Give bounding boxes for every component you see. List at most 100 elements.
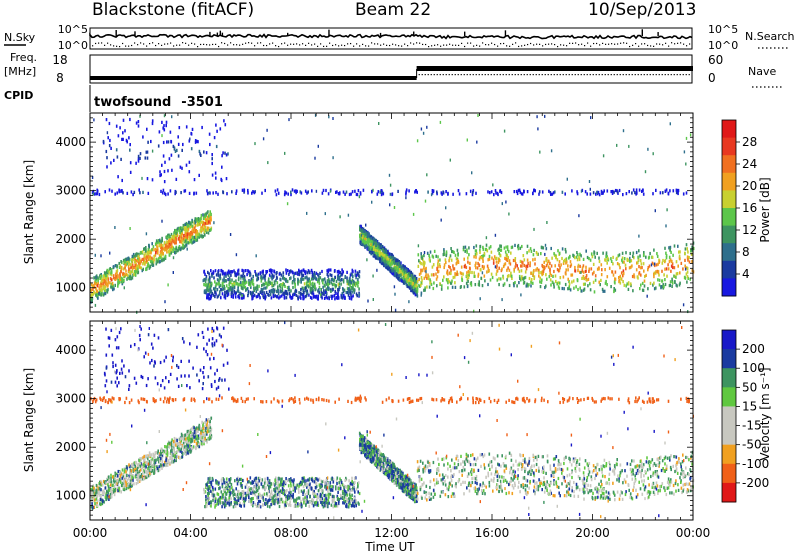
data-point (469, 282, 472, 286)
data-point (315, 276, 317, 281)
data-point (119, 272, 121, 276)
data-point (385, 254, 388, 258)
data-point (359, 228, 361, 232)
n-search-point (155, 44, 157, 47)
data-point (273, 290, 275, 294)
nave-point (430, 74, 432, 76)
data-point (443, 248, 445, 252)
noise-point (536, 115, 538, 119)
data-point (203, 228, 205, 232)
data-point (489, 191, 491, 195)
data-point (214, 269, 217, 273)
data-point (274, 294, 276, 298)
data-point (346, 270, 348, 274)
data-point (557, 249, 559, 253)
data-point (467, 260, 469, 264)
data-point (157, 257, 160, 261)
noise-point (109, 251, 111, 255)
data-point (561, 256, 563, 261)
data-point (136, 472, 138, 476)
data-point (377, 190, 380, 194)
data-point (177, 154, 180, 158)
data-point (226, 290, 228, 294)
n-search-point (131, 44, 133, 47)
data-point (212, 272, 214, 276)
data-point (204, 233, 206, 237)
data-point (493, 255, 496, 259)
data-point (287, 192, 289, 196)
n-search-point (362, 43, 364, 45)
data-point (652, 192, 654, 196)
data-point (443, 265, 445, 270)
data-point (92, 287, 94, 292)
data-point (405, 273, 408, 277)
data-point (662, 258, 664, 263)
n-search-point (536, 43, 538, 45)
n-search-point (257, 42, 259, 44)
data-point (658, 258, 660, 262)
noise-point (241, 294, 243, 298)
data-point (260, 275, 263, 279)
data-point (376, 192, 379, 196)
data-point (571, 189, 573, 193)
data-point (129, 479, 131, 483)
data-point (568, 285, 570, 289)
data-point (269, 280, 271, 284)
nave-point (520, 74, 522, 76)
data-point (306, 283, 308, 287)
noise-point (366, 258, 368, 262)
data-point (479, 248, 481, 252)
data-point (128, 267, 130, 271)
data-point (311, 287, 314, 291)
data-point (148, 257, 150, 261)
data-point (250, 285, 252, 289)
data-point (176, 233, 178, 237)
n-search-point (383, 43, 385, 45)
data-point (445, 252, 448, 256)
data-point (209, 210, 211, 214)
data-point (427, 190, 429, 194)
noise-point (186, 247, 188, 251)
data-point (487, 190, 489, 194)
data-point (423, 288, 425, 292)
data-point (358, 275, 361, 279)
data-point (348, 295, 351, 300)
data-point (337, 289, 339, 293)
data-point (211, 173, 214, 177)
data-point (521, 260, 523, 264)
data-point (486, 249, 489, 253)
data-point (644, 274, 646, 279)
data-point (95, 502, 97, 506)
data-point (175, 250, 177, 254)
data-point (495, 256, 498, 260)
data-point (665, 256, 668, 260)
data-point (307, 190, 309, 194)
data-point (263, 282, 266, 286)
data-point (466, 248, 468, 252)
data-point (367, 233, 370, 237)
data-point (131, 258, 133, 262)
data-point (239, 283, 241, 287)
data-point (561, 247, 564, 251)
n-search-point (569, 42, 571, 44)
data-point (581, 269, 583, 273)
data-point (640, 273, 642, 277)
n-search-point (344, 44, 346, 47)
n-search-point (629, 45, 631, 48)
data-point (601, 268, 603, 272)
data-point (533, 275, 536, 279)
n-search-point (371, 42, 373, 44)
data-point (506, 253, 508, 258)
data-point (150, 251, 152, 255)
data-point (478, 263, 480, 267)
data-point (565, 268, 567, 272)
data-point (420, 291, 423, 295)
data-point (452, 250, 454, 254)
data-point (664, 278, 666, 282)
data-point (544, 266, 546, 270)
data-point (214, 288, 216, 292)
data-point (415, 277, 418, 281)
data-point (655, 270, 657, 274)
data-point (466, 284, 469, 289)
data-point (292, 292, 295, 296)
